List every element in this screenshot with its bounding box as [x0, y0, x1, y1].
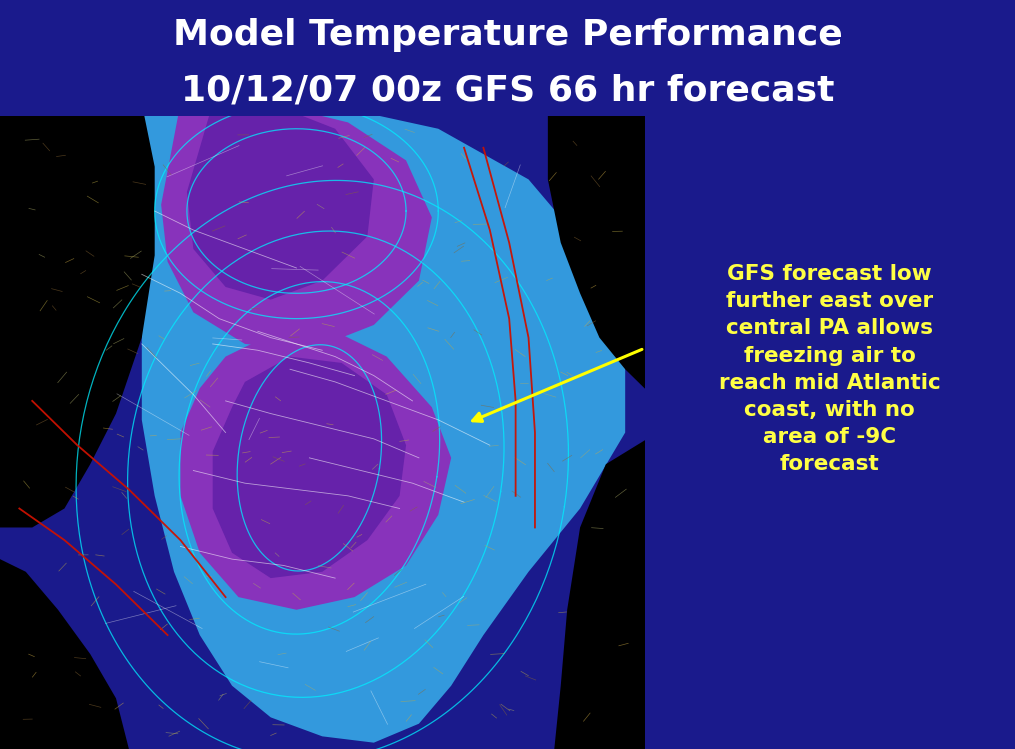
Polygon shape [213, 357, 406, 578]
Polygon shape [0, 559, 129, 749]
Polygon shape [0, 103, 154, 527]
Polygon shape [548, 433, 658, 749]
Polygon shape [548, 103, 658, 401]
Text: GFS forecast low
further east over
central PA allows
freezing air to
reach mid A: GFS forecast low further east over centr… [719, 264, 941, 474]
Polygon shape [142, 103, 625, 743]
Polygon shape [161, 103, 431, 351]
Polygon shape [187, 103, 374, 300]
Text: Model Temperature Performance: Model Temperature Performance [173, 18, 842, 52]
Polygon shape [181, 331, 451, 610]
Text: 10/12/07 00z GFS 66 hr forecast: 10/12/07 00z GFS 66 hr forecast [181, 73, 834, 108]
